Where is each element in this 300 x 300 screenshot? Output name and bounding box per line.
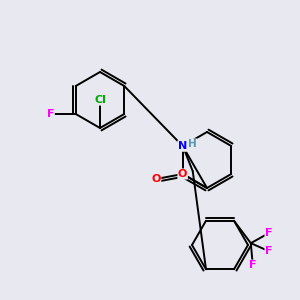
Text: Cl: Cl: [94, 95, 106, 105]
Text: O: O: [178, 169, 187, 179]
Text: F: F: [265, 246, 273, 256]
Text: N: N: [178, 141, 188, 151]
Text: F: F: [265, 228, 273, 238]
Text: F: F: [249, 260, 256, 270]
Text: F: F: [47, 109, 54, 119]
Text: O: O: [152, 174, 161, 184]
Text: H: H: [188, 139, 197, 149]
Text: N: N: [178, 141, 187, 151]
